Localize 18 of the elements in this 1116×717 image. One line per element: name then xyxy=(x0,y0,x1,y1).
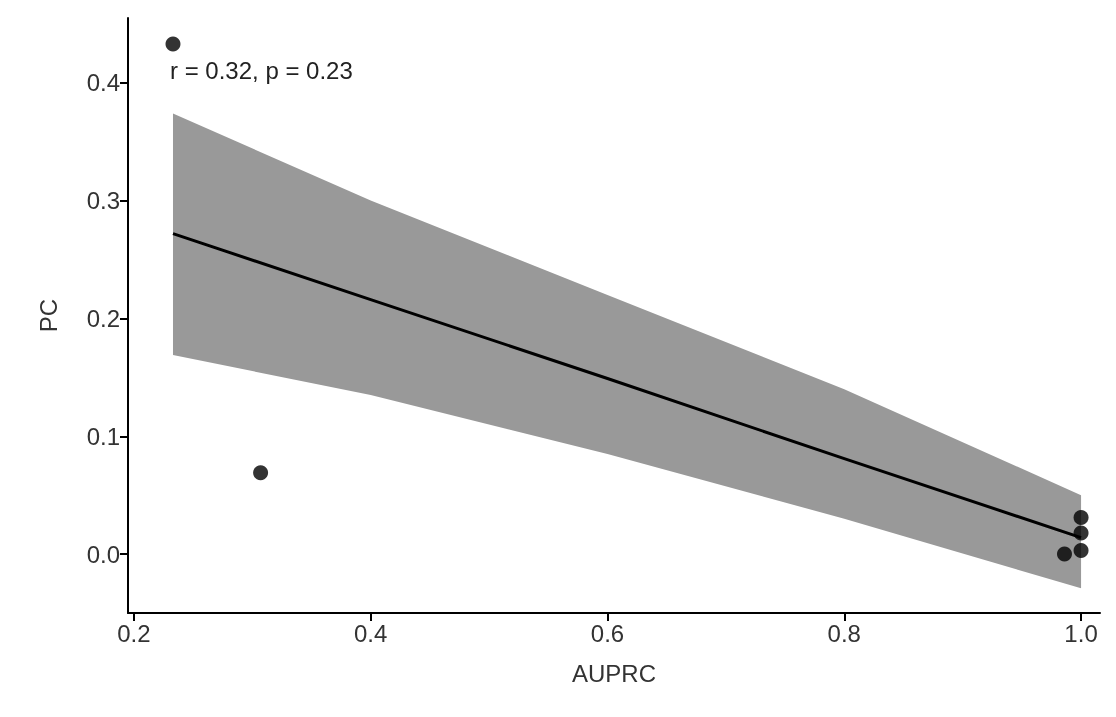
point xyxy=(1073,543,1089,559)
point xyxy=(165,36,181,52)
x-axis-title: AUPRC xyxy=(571,659,657,687)
point xyxy=(1073,510,1089,526)
x-tick-label: 1.0 xyxy=(1064,619,1098,647)
point xyxy=(1057,546,1072,562)
y-axis-title: PC xyxy=(34,298,62,333)
annotation: r = 0.32, p = 0.23 xyxy=(170,56,353,84)
x-tick-label: 0.2 xyxy=(117,619,151,647)
point xyxy=(253,465,269,481)
y-tick-label: 0.3 xyxy=(86,187,120,215)
x-tick-label: 0.8 xyxy=(827,619,861,647)
x-tick-label: 0.6 xyxy=(590,619,625,647)
y-tick-label: 0.4 xyxy=(86,69,120,97)
y-tick-label: 0.1 xyxy=(86,422,120,450)
x-tick-label: 0.4 xyxy=(354,619,388,647)
y-tick-label: 0.2 xyxy=(86,304,120,332)
y-tick-label: 0.0 xyxy=(86,540,120,568)
